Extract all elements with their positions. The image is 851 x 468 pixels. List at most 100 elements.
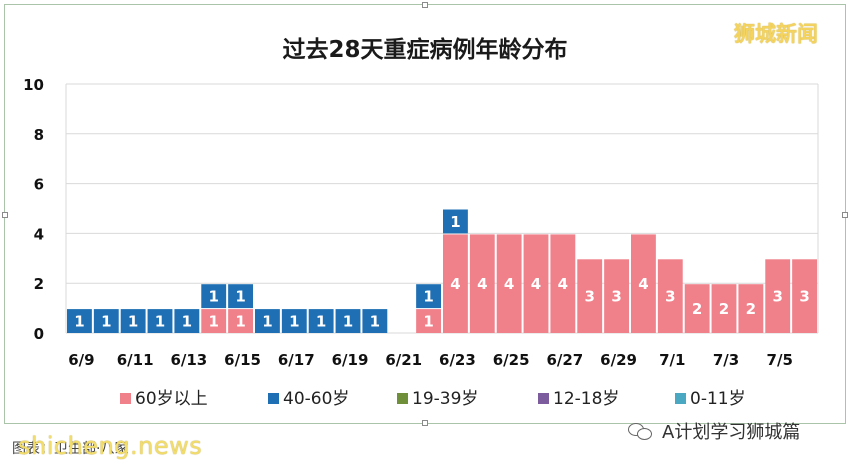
bar-6/23-40-60岁 bbox=[443, 209, 468, 234]
bar-value-label: 3 bbox=[799, 288, 809, 306]
watermark-site: shicheng.news bbox=[18, 432, 203, 460]
y-tick-label: 6 bbox=[34, 176, 44, 194]
legend-label: 40-60岁 bbox=[283, 389, 349, 409]
bar-value-label: 1 bbox=[370, 313, 380, 331]
x-tick-label: 7/1 bbox=[659, 351, 685, 369]
y-tick-label: 8 bbox=[34, 126, 44, 144]
x-tick-label: 6/21 bbox=[385, 351, 422, 369]
bar-value-label: 3 bbox=[772, 288, 782, 306]
bar-6/19-40-60岁 bbox=[335, 309, 361, 333]
y-tick-label: 0 bbox=[34, 325, 44, 343]
bar-6/25-60岁以上 bbox=[496, 234, 522, 333]
bar-7/6-60岁以上 bbox=[792, 259, 817, 333]
bar-6/12-40-60岁 bbox=[147, 309, 173, 333]
bar-value-label: 1 bbox=[316, 313, 326, 331]
bar-6/22-60岁以上 bbox=[416, 309, 441, 333]
bar-value-label: 1 bbox=[235, 288, 245, 306]
y-tick-label: 10 bbox=[23, 76, 44, 94]
legend-label: 0-11岁 bbox=[690, 389, 746, 409]
bar-6/13-40-60岁 bbox=[174, 309, 200, 333]
bar-6/17-40-60岁 bbox=[281, 309, 307, 333]
bar-6/28-60岁以上 bbox=[577, 259, 603, 333]
x-tick-label: 6/13 bbox=[170, 351, 207, 369]
bar-value-label: 1 bbox=[343, 313, 353, 331]
bar-6/24-60岁以上 bbox=[469, 234, 495, 333]
y-tick-label: 4 bbox=[34, 225, 44, 243]
watermark-account: A计划学习狮城篇 bbox=[628, 418, 800, 444]
bar-6/14-60岁以上 bbox=[201, 309, 227, 333]
chart-frame bbox=[2, 2, 848, 426]
bar-value-label: 2 bbox=[746, 300, 756, 318]
legend-label: 19-39岁 bbox=[412, 389, 478, 409]
bar-6/20-40-60岁 bbox=[362, 309, 388, 333]
brand-logo-text: 狮城新闻 bbox=[734, 22, 818, 46]
x-tick-label: 6/9 bbox=[68, 351, 94, 369]
x-axis-ticks: 6/9 6/11 6/13 6/15 6/17 6/19 6/21 6/23 6/25 6/27 6… bbox=[68, 351, 793, 369]
bar-value-label: 1 bbox=[289, 313, 299, 331]
x-tick-label: 6/27 bbox=[546, 351, 583, 369]
bar-7/1-60岁以上 bbox=[657, 259, 683, 333]
resize-handle-right[interactable] bbox=[842, 212, 848, 218]
bar-value-label: 3 bbox=[611, 288, 621, 306]
legend-swatch-0-11岁 bbox=[675, 393, 686, 404]
bar-value-label: 1 bbox=[262, 313, 272, 331]
bar-value-label: 1 bbox=[128, 313, 138, 331]
bar-6/11-40-60岁 bbox=[120, 309, 146, 333]
legend-swatch-12-18岁 bbox=[538, 393, 549, 404]
bar-6/14-40-60岁 bbox=[201, 284, 227, 309]
y-tick-label: 2 bbox=[34, 275, 44, 293]
x-tick-label: 6/25 bbox=[493, 351, 530, 369]
bar-value-label: 1 bbox=[423, 313, 433, 331]
bar-value-label: 1 bbox=[182, 313, 192, 331]
bar-value-label: 4 bbox=[638, 275, 648, 293]
x-tick-label: 7/3 bbox=[713, 351, 739, 369]
legend-swatch-40-60岁 bbox=[268, 393, 279, 404]
wechat-icon bbox=[628, 421, 654, 441]
x-tick-label: 7/5 bbox=[767, 351, 793, 369]
bar-value-label: 1 bbox=[74, 313, 84, 331]
bar-6/23-60岁以上 bbox=[443, 234, 468, 333]
bar-7/2-60岁以上 bbox=[684, 284, 710, 333]
x-tick-label: 6/19 bbox=[332, 351, 369, 369]
x-tick-label: 6/15 bbox=[224, 351, 261, 369]
bar-value-label: 2 bbox=[692, 300, 702, 318]
x-tick-label: 6/29 bbox=[600, 351, 637, 369]
bar-6/27-60岁以上 bbox=[550, 234, 576, 333]
legend: 60岁以上 40-60岁 19-39岁 12-18岁 0-11岁 bbox=[120, 389, 746, 409]
bar-value-label: 4 bbox=[477, 275, 487, 293]
legend-label: 60岁以上 bbox=[135, 389, 208, 409]
bar-6/29-60岁以上 bbox=[604, 259, 629, 333]
source-caption: 图表：卫生部·八家 bbox=[12, 441, 129, 457]
bar-7/5-60岁以上 bbox=[765, 259, 791, 333]
bar-6/30-60岁以上 bbox=[631, 234, 656, 333]
bar-6/10-40-60岁 bbox=[93, 309, 119, 333]
bar-value-label: 1 bbox=[208, 288, 218, 306]
x-tick-label: 6/17 bbox=[278, 351, 315, 369]
resize-handle-left[interactable] bbox=[2, 212, 8, 218]
bar-6/15-40-60岁 bbox=[228, 284, 253, 309]
bar-6/26-60岁以上 bbox=[523, 234, 549, 333]
y-axis-ticks: 0 2 4 6 8 10 bbox=[23, 76, 44, 343]
bar-value-label: 4 bbox=[558, 275, 568, 293]
bar-7/3-60岁以上 bbox=[711, 284, 737, 333]
bar-value-label: 1 bbox=[155, 313, 165, 331]
legend-label: 12-18岁 bbox=[553, 389, 619, 409]
x-tick-label: 6/23 bbox=[439, 351, 476, 369]
bar-value-label: 3 bbox=[665, 288, 675, 306]
legend-swatch-19-39岁 bbox=[397, 393, 408, 404]
chart-title: 过去28天重症病例年龄分布 bbox=[282, 36, 567, 63]
bar-value-label: 4 bbox=[450, 275, 460, 293]
bar-value-label: 1 bbox=[450, 213, 460, 231]
watermark-account-label: A计划学习狮城篇 bbox=[662, 422, 801, 443]
resize-handle-bottom[interactable] bbox=[422, 420, 428, 426]
resize-handle-top[interactable] bbox=[422, 2, 428, 8]
bar-value-label: 1 bbox=[101, 313, 111, 331]
bar-value-label: 4 bbox=[531, 275, 541, 293]
bar-6/22-40-60岁 bbox=[416, 284, 441, 309]
bar-7/4-60岁以上 bbox=[738, 284, 764, 333]
bar-6/18-40-60岁 bbox=[308, 309, 334, 333]
bar-value-label: 2 bbox=[719, 300, 729, 318]
bar-value-label: 1 bbox=[208, 313, 218, 331]
